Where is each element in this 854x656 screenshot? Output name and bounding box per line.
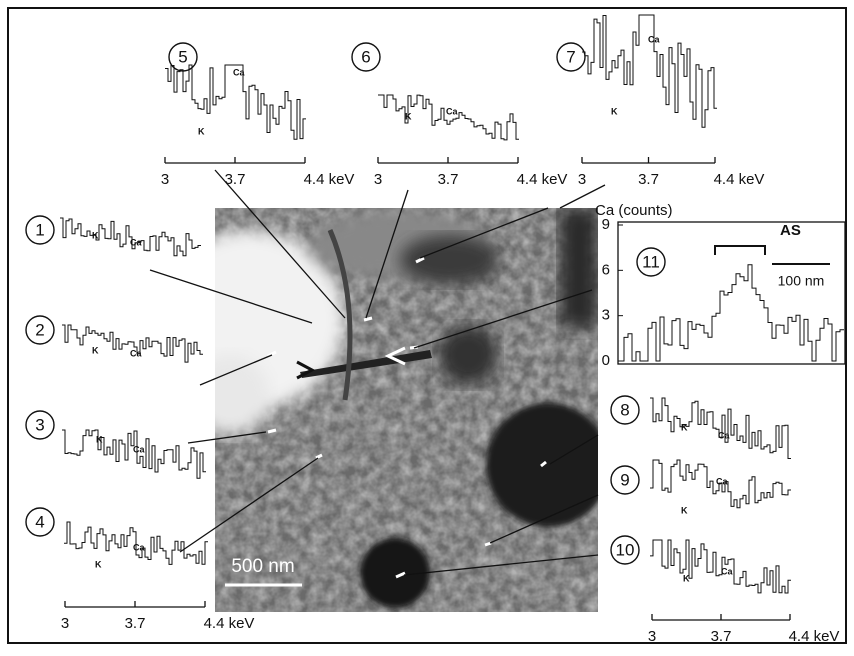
panel-badge (25, 507, 55, 537)
frame (7, 7, 847, 644)
peak-label: Ca (130, 348, 142, 358)
peak-label: K (681, 422, 688, 432)
inset-tick-label: 3 (602, 307, 610, 324)
spectrum-panel: 2 K Ca (25, 315, 203, 363)
spectrum-trace (165, 64, 306, 140)
spectrum-trace (582, 14, 717, 128)
inset-tick-label: 9 (602, 216, 610, 233)
energy-tick-label: 3 (648, 628, 656, 645)
peak-label: K (95, 559, 102, 569)
inset-tick-label: 6 (602, 261, 610, 278)
inset-bracket-label: AS (780, 222, 801, 239)
peak-label: Ca (133, 542, 145, 552)
spectrum-trace (64, 521, 208, 565)
leader-lines (149, 169, 606, 576)
panel-badge (25, 410, 55, 440)
panel-badge (351, 42, 381, 72)
peak-label: K (611, 106, 618, 116)
panel-badge (556, 42, 586, 72)
spectrum-trace (60, 217, 201, 257)
panel-badge (610, 465, 640, 495)
panel-badge (636, 247, 666, 277)
panel-badge (610, 535, 640, 565)
panel-label: 6 (361, 47, 370, 66)
energy-tick-label: 3.7 (438, 171, 459, 188)
energy-tick-label: 4.4 keV (517, 171, 568, 188)
spectrum-panel: 8 K Ca (610, 395, 791, 459)
energy-tick-label: 3 (61, 615, 69, 632)
peak-label: K (405, 111, 412, 121)
spectrum-trace (62, 429, 206, 479)
energy-tick-label: 4.4 keV (789, 628, 840, 645)
spectrum-trace (650, 397, 791, 459)
panel-label: 2 (35, 320, 44, 339)
spectrum-trace (650, 459, 791, 509)
panel-label: 9 (620, 470, 629, 489)
peak-label: Ca (716, 476, 728, 486)
panel-label: 7 (566, 47, 575, 66)
energy-tick-label: 3.7 (225, 171, 246, 188)
panel-label: 8 (620, 400, 629, 419)
inset-scale-label: 100 nm (778, 273, 825, 289)
panel-badge (610, 395, 640, 425)
peak-label: K (198, 126, 205, 136)
peak-label: Ca (130, 237, 142, 247)
energy-tick-label: 3.7 (125, 615, 146, 632)
spectrum-trace (378, 94, 519, 141)
panel-badge (25, 215, 55, 245)
panel-label: 4 (35, 512, 44, 531)
energy-tick-label: 3 (578, 171, 586, 188)
peak-label: Ca (133, 444, 145, 454)
energy-tick-label: 3 (161, 171, 169, 188)
micrograph (215, 208, 598, 612)
panel-label: 1 (35, 220, 44, 239)
energy-tick-label: 4.4 keV (204, 615, 255, 632)
spectrum-panel: 4 K Ca 3 3.7 4.4 keV (25, 507, 255, 632)
energy-tick-label: 3 (374, 171, 382, 188)
peak-label: Ca (233, 67, 245, 77)
panel-badge (25, 315, 55, 345)
peak-label: K (92, 230, 99, 240)
peak-label: K (681, 505, 688, 515)
inset-ylabel: Ca (counts) (595, 202, 673, 219)
peak-label: Ca (648, 34, 660, 44)
spectrum-panel: 9 K Ca (610, 459, 791, 515)
energy-tick-label: 3.7 (711, 628, 732, 645)
spectrum-panel: 6 K Ca 3 3.7 4.4 keV (351, 42, 568, 188)
peak-label: Ca (718, 430, 730, 440)
energy-tick-label: 4.4 keV (714, 171, 765, 188)
spectrum-panel: 1 K Ca (25, 215, 201, 257)
spectrum-panel: 10 K Ca 3 3.7 4.4 keV (610, 535, 840, 645)
spectrum-trace (650, 539, 791, 594)
micrograph-scale-label: 500 nm (231, 556, 294, 577)
peak-label: Ca (721, 566, 733, 576)
peak-label: K (92, 345, 99, 355)
energy-tick-label: 3.7 (638, 171, 659, 188)
peak-label: K (96, 434, 103, 444)
peak-label: K (683, 573, 690, 583)
panel-label: 5 (178, 47, 187, 66)
peak-label: Ca (446, 106, 458, 116)
inset-tick-label: 0 (602, 352, 610, 369)
panel-label: 3 (35, 415, 44, 434)
spectrum-panel: 3 K Ca (25, 410, 206, 479)
inset-chart: 9 6 3 0 Ca (counts) 11 AS 100 nm (595, 202, 846, 369)
energy-tick-label: 4.4 keV (304, 171, 355, 188)
inset-label: 11 (642, 252, 660, 271)
spectrum-trace (62, 324, 203, 363)
panel-label: 10 (616, 540, 635, 559)
spectrum-panel: 7 K Ca 3 3.7 4.4 keV (556, 14, 765, 188)
spectrum-panel: 5 K Ca 3 3.7 4.4 keV (161, 42, 355, 188)
